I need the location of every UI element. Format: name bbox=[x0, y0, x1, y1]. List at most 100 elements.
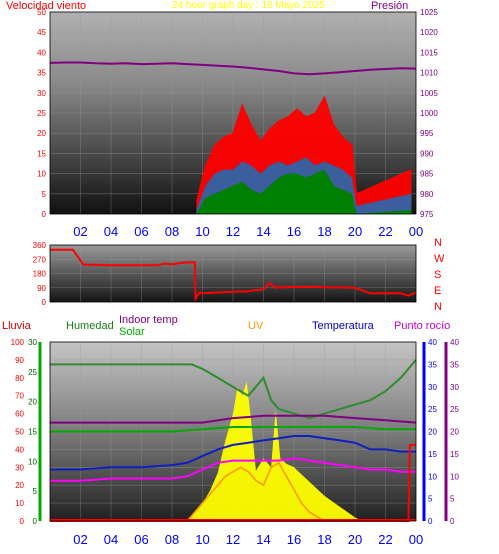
humidity-axis-tick: 30 bbox=[28, 338, 37, 347]
legend-humedad: Humedad bbox=[66, 320, 114, 332]
x-tick-label: 00 bbox=[409, 532, 423, 547]
wind-title: Velocidad viento bbox=[6, 0, 87, 12]
pressure-axis-tick: 1010 bbox=[420, 69, 438, 78]
dewpoint-axis-tick: 0 bbox=[450, 517, 455, 526]
x-tick-label: 22 bbox=[378, 224, 392, 239]
legend-indoor-temp: Indoor temp bbox=[119, 314, 178, 326]
x-tick-label: 10 bbox=[195, 224, 209, 239]
x-tick-label: 16 bbox=[287, 224, 301, 239]
x-tick-label: 12 bbox=[226, 224, 240, 239]
temperature-axis-tick: 40 bbox=[428, 338, 437, 347]
x-tick-label: 12 bbox=[226, 532, 240, 547]
x-tick-label: 14 bbox=[256, 224, 270, 239]
rain-axis-tick: 80 bbox=[15, 374, 24, 383]
pressure-axis-tick: 995 bbox=[420, 129, 434, 138]
x-tick-label: 02 bbox=[73, 532, 87, 547]
x-tick-label: 06 bbox=[134, 224, 148, 239]
plot-frame bbox=[49, 11, 417, 215]
plot-frame bbox=[49, 244, 417, 303]
indoor-temp-line bbox=[50, 414, 417, 424]
pressure-axis-tick: 990 bbox=[420, 149, 434, 158]
wind-axis-tick: 30 bbox=[37, 89, 46, 98]
solar-area bbox=[187, 381, 363, 521]
dir-letter: S bbox=[434, 269, 442, 281]
legend-uv: UV bbox=[248, 320, 264, 332]
wind-gust-line bbox=[195, 95, 412, 203]
chart-date-title: 24 hour graph day : 10 Mayo 2025 bbox=[172, 0, 325, 11]
pressure-axis-tick: 1015 bbox=[420, 48, 438, 57]
plot-frame bbox=[49, 341, 417, 522]
temperature-axis-tick: 10 bbox=[428, 472, 437, 481]
humidity-axis-tick: 0 bbox=[33, 517, 38, 526]
rain-axis-tick: 0 bbox=[20, 517, 25, 526]
direction-axis-tick: 90 bbox=[37, 284, 46, 293]
pressure-line bbox=[49, 61, 417, 76]
humidity-axis-tick: 15 bbox=[28, 428, 37, 437]
temperature-axis-tick: 30 bbox=[428, 383, 437, 392]
solar-ref-line bbox=[50, 426, 416, 433]
rain-axis-tick: 20 bbox=[15, 481, 24, 490]
x-tick-label: 08 bbox=[165, 224, 179, 239]
direction-axis-tick: 180 bbox=[33, 270, 47, 279]
legend-solar: Solar bbox=[119, 326, 145, 338]
direction-axis-tick: 360 bbox=[33, 241, 47, 250]
legend-punto-rocio: Punto rocío bbox=[394, 320, 451, 332]
pressure-axis-tick: 975 bbox=[420, 210, 434, 219]
x-tick-label: 14 bbox=[256, 532, 270, 547]
rain-axis-tick: 100 bbox=[11, 338, 25, 347]
x-tick-label: 04 bbox=[104, 532, 118, 547]
x-tick-label: 20 bbox=[348, 224, 362, 239]
humidity-axis-tick: 10 bbox=[28, 457, 37, 466]
dewpoint-axis-tick: 35 bbox=[450, 360, 459, 369]
direction-axis-tick: 0 bbox=[42, 298, 47, 307]
wind-axis-tick: 15 bbox=[37, 149, 46, 158]
dir-letter: N bbox=[434, 237, 442, 249]
direction-line bbox=[50, 248, 417, 303]
humidity-axis-tick: 5 bbox=[33, 487, 38, 496]
rain-axis-tick: 50 bbox=[15, 428, 24, 437]
wind-axis-tick: 45 bbox=[37, 28, 46, 37]
dir-letter: W bbox=[434, 253, 445, 265]
dew-point-line bbox=[50, 457, 416, 482]
wind-axis-tick: 5 bbox=[42, 190, 47, 199]
temperature-axis-tick: 0 bbox=[428, 517, 433, 526]
dewpoint-axis-tick: 25 bbox=[450, 405, 459, 414]
pressure-axis-tick: 980 bbox=[420, 190, 434, 199]
dir-letter: N bbox=[434, 301, 442, 313]
x-tick-label: 10 bbox=[195, 532, 209, 547]
dewpoint-axis-tick: 30 bbox=[450, 383, 459, 392]
rain-axis-tick: 30 bbox=[15, 463, 24, 472]
dewpoint-axis-tick: 5 bbox=[450, 495, 455, 504]
x-tick-label: 08 bbox=[165, 532, 179, 547]
pressure-axis-tick: 1005 bbox=[420, 89, 438, 98]
uv-line bbox=[186, 461, 325, 522]
x-tick-label: 18 bbox=[317, 532, 331, 547]
wind-base-area bbox=[196, 169, 412, 214]
rain-axis-tick: 70 bbox=[15, 392, 24, 401]
wind-axis-tick: 40 bbox=[37, 48, 46, 57]
pressure-axis-tick: 1020 bbox=[420, 28, 438, 37]
dewpoint-axis-tick: 20 bbox=[450, 428, 459, 437]
wind-axis-tick: 10 bbox=[37, 170, 46, 179]
rain-axis-tick: 60 bbox=[15, 410, 24, 419]
x-tick-label: 06 bbox=[134, 532, 148, 547]
wind-axis-tick: 25 bbox=[37, 109, 46, 118]
x-tick-label: 04 bbox=[104, 224, 118, 239]
humidity-axis-tick: 25 bbox=[28, 368, 37, 377]
pressure-axis-tick: 985 bbox=[420, 170, 434, 179]
x-tick-label: 18 bbox=[317, 224, 331, 239]
direction-axis-tick: 270 bbox=[33, 255, 47, 264]
wind-axis-tick: 0 bbox=[42, 210, 47, 219]
temperature-axis-tick: 25 bbox=[428, 405, 437, 414]
x-tick-label: 02 bbox=[73, 224, 87, 239]
legend-temperatura: Temperatura bbox=[312, 320, 374, 332]
temperature-axis-tick: 35 bbox=[428, 360, 437, 369]
x-tick-label: 00 bbox=[409, 224, 423, 239]
x-tick-label: 22 bbox=[378, 532, 392, 547]
dewpoint-axis-tick: 15 bbox=[450, 450, 459, 459]
x-tick-label: 20 bbox=[348, 532, 362, 547]
pressure-axis-tick: 1025 bbox=[420, 8, 438, 17]
rain-axis-tick: 90 bbox=[15, 356, 24, 365]
dewpoint-axis-tick: 40 bbox=[450, 338, 459, 347]
humidity-line bbox=[50, 359, 417, 420]
